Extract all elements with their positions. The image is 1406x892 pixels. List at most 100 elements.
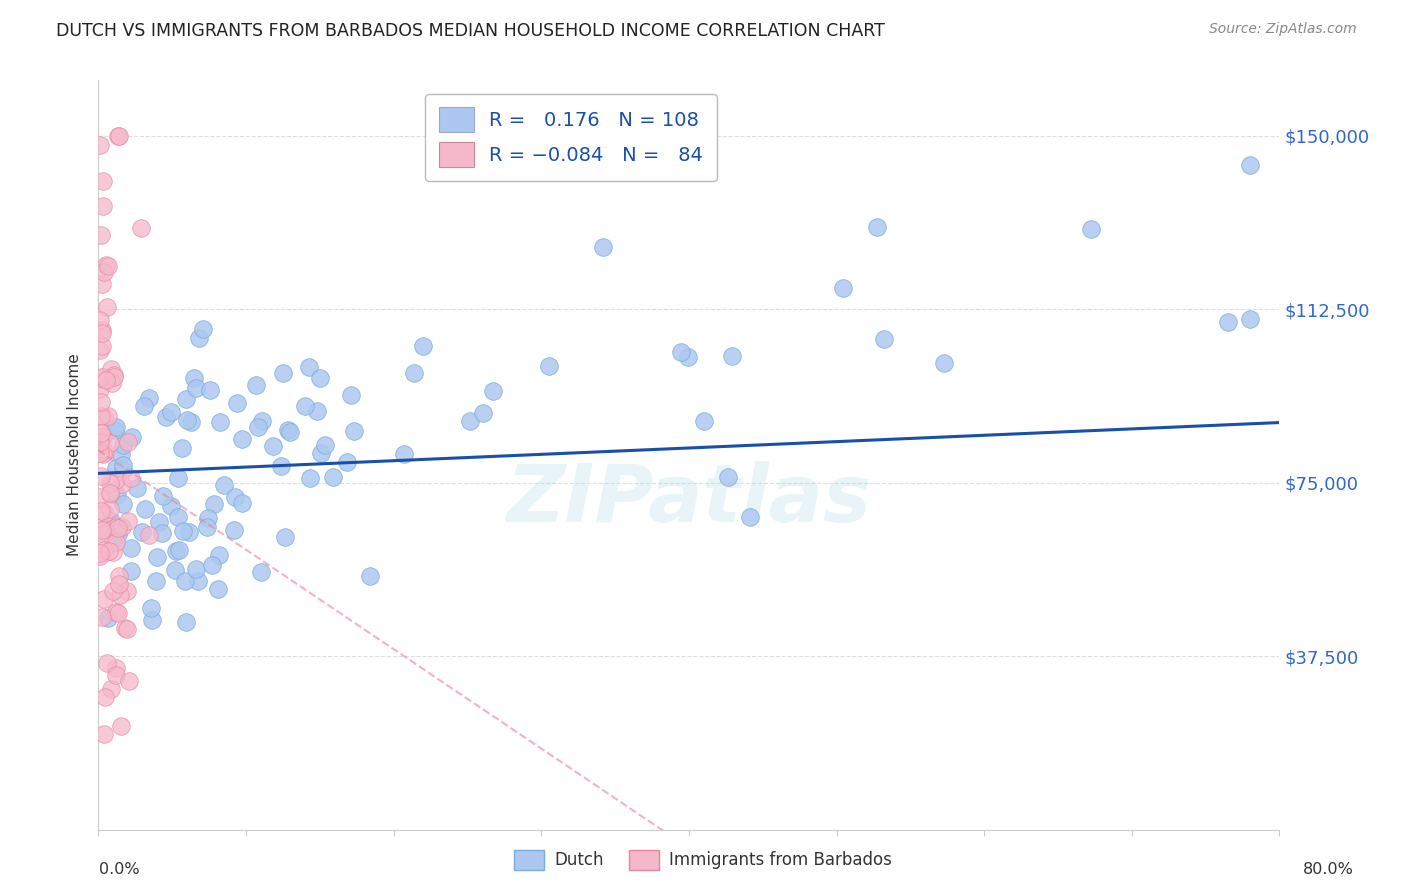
Point — [98, 487, 121, 501]
Point — [212, 477, 235, 491]
Point — [96, 300, 118, 314]
Point — [176, 413, 198, 427]
Point — [90, 395, 112, 409]
Point — [97, 409, 120, 423]
Point — [100, 681, 122, 696]
Point — [90, 468, 112, 483]
Point — [129, 221, 152, 235]
Point — [107, 128, 129, 143]
Point — [298, 359, 321, 374]
Point — [90, 409, 112, 424]
Point — [89, 435, 111, 450]
Point — [537, 359, 560, 373]
Point — [111, 463, 134, 477]
Point — [107, 521, 129, 535]
Point — [134, 502, 156, 516]
Point — [100, 515, 122, 529]
Point — [110, 719, 132, 733]
Point — [94, 374, 117, 388]
Point — [458, 413, 481, 427]
Point — [342, 424, 364, 438]
Point — [107, 568, 129, 582]
Point — [165, 563, 187, 577]
Point — [120, 564, 142, 578]
Point — [89, 446, 111, 460]
Point — [145, 574, 167, 589]
Point — [274, 530, 297, 544]
Text: DUTCH VS IMMIGRANTS FROM BARBADOS MEDIAN HOUSEHOLD INCOME CORRELATION CHART: DUTCH VS IMMIGRANTS FROM BARBADOS MEDIAN… — [56, 22, 886, 40]
Point — [208, 415, 231, 429]
Point — [141, 601, 163, 615]
Point — [108, 128, 131, 143]
Point — [305, 404, 328, 418]
Point — [105, 460, 128, 475]
Point — [91, 174, 114, 188]
Point — [150, 526, 173, 541]
Point — [159, 405, 181, 419]
Text: ZIPatlas: ZIPatlas — [506, 461, 872, 539]
Legend: Dutch, Immigrants from Barbados: Dutch, Immigrants from Barbados — [508, 843, 898, 877]
Point — [103, 368, 125, 382]
Point — [108, 577, 131, 591]
Point — [392, 447, 415, 461]
Point — [471, 407, 494, 421]
Point — [184, 381, 207, 395]
Point — [226, 396, 249, 410]
Point — [96, 258, 118, 272]
Point — [97, 611, 120, 625]
Point — [294, 399, 316, 413]
Point — [91, 323, 114, 337]
Point — [208, 548, 231, 562]
Point — [89, 312, 111, 326]
Point — [121, 430, 143, 444]
Point — [174, 392, 197, 406]
Point — [93, 410, 115, 425]
Point — [93, 591, 115, 606]
Point — [115, 622, 138, 636]
Point — [873, 332, 896, 346]
Point — [167, 543, 190, 558]
Point — [89, 343, 111, 358]
Text: Source: ZipAtlas.com: Source: ZipAtlas.com — [1209, 22, 1357, 37]
Point — [111, 477, 134, 491]
Point — [101, 544, 124, 558]
Point — [141, 613, 163, 627]
Point — [138, 528, 160, 542]
Point — [247, 420, 270, 434]
Point — [105, 488, 128, 502]
Point — [174, 615, 197, 629]
Point — [186, 562, 208, 576]
Point — [165, 544, 187, 558]
Point — [202, 496, 225, 510]
Point — [412, 339, 434, 353]
Point — [932, 356, 955, 370]
Point — [110, 447, 132, 461]
Point — [160, 499, 183, 513]
Point — [100, 361, 122, 376]
Point — [93, 543, 115, 558]
Point — [90, 428, 112, 442]
Point — [183, 371, 205, 385]
Point — [740, 509, 762, 524]
Point — [112, 438, 135, 452]
Point — [97, 259, 120, 273]
Point — [224, 490, 246, 504]
Point — [669, 344, 692, 359]
Y-axis label: Median Household Income: Median Household Income — [67, 353, 83, 557]
Point — [193, 322, 215, 336]
Point — [278, 425, 301, 439]
Point — [114, 622, 136, 636]
Point — [105, 473, 128, 487]
Point — [201, 558, 224, 572]
Point — [717, 470, 740, 484]
Point — [832, 281, 855, 295]
Point — [720, 349, 742, 363]
Point — [131, 525, 153, 540]
Point — [170, 441, 193, 455]
Point — [104, 535, 127, 549]
Point — [311, 445, 333, 459]
Point — [94, 444, 117, 458]
Point — [90, 277, 112, 291]
Point — [195, 519, 218, 533]
Point — [481, 384, 503, 398]
